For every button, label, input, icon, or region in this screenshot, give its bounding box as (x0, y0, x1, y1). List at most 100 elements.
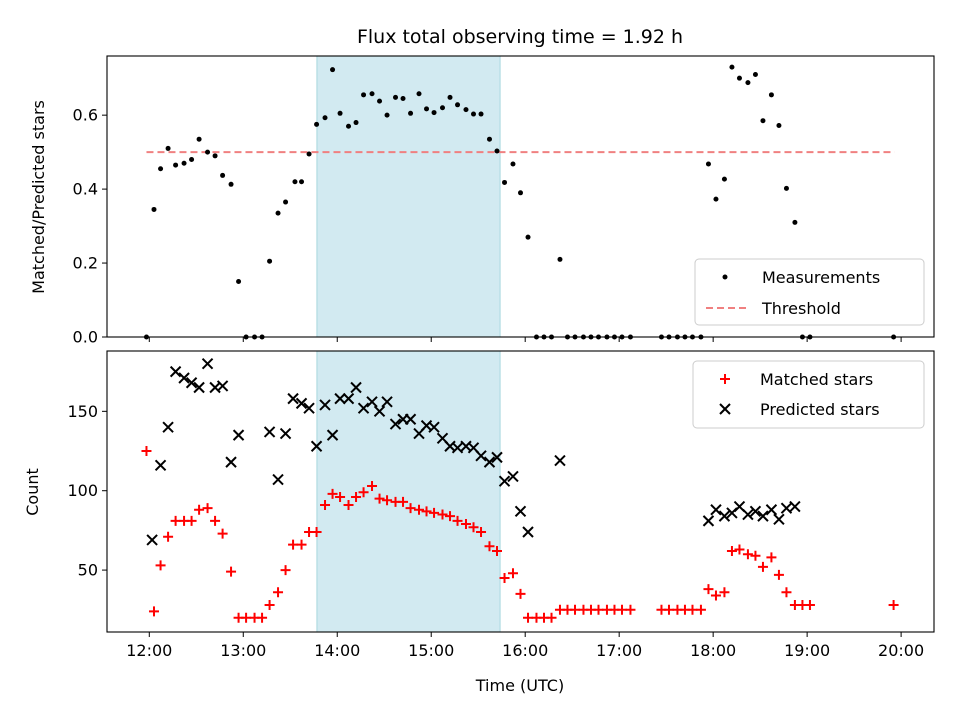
data-point (421, 506, 432, 517)
count-plot-area (141, 357, 899, 623)
data-point (554, 454, 566, 467)
data-point (228, 181, 234, 187)
data-point (279, 427, 292, 440)
legend-predicted-marker (719, 403, 731, 415)
data-point (216, 380, 229, 392)
data-point (303, 402, 315, 414)
data-point (710, 504, 722, 516)
data-point (169, 365, 182, 378)
data-point (484, 541, 495, 552)
x-tick-label: 14:00 (314, 641, 360, 660)
x-tick-label: 15:00 (408, 641, 454, 660)
data-point (750, 550, 761, 561)
data-point (718, 510, 731, 522)
data-point (523, 612, 534, 623)
data-point (374, 493, 385, 504)
data-point (398, 496, 409, 507)
count-y-axis: 50 100 150 (67, 402, 107, 580)
data-point (749, 505, 762, 518)
data-point (337, 110, 343, 116)
data-point (625, 604, 636, 615)
data-point (498, 475, 511, 487)
y-tick-label: 50 (78, 561, 98, 580)
y-tick-label: 0.2 (73, 254, 98, 273)
data-point (163, 531, 174, 542)
data-point (335, 492, 346, 503)
data-point (757, 561, 768, 572)
data-point (327, 488, 338, 499)
data-point (217, 528, 228, 539)
data-point (381, 396, 393, 408)
data-point (687, 604, 698, 615)
data-point (499, 573, 510, 584)
legend-measurements-label: Measurements (762, 268, 880, 287)
data-point (719, 587, 730, 598)
data-point (518, 190, 523, 196)
data-point (275, 210, 281, 216)
data-point (745, 80, 751, 86)
data-point (766, 552, 777, 563)
data-point (263, 426, 276, 438)
ratio-panel-frame (106, 55, 935, 338)
data-point (295, 397, 308, 410)
y-tick-label: 0.0 (73, 328, 98, 347)
data-point (342, 392, 355, 405)
data-point (296, 539, 307, 550)
data-point (468, 522, 479, 533)
x-tick-label: 12:00 (126, 641, 172, 660)
data-point (726, 546, 737, 557)
data-point (357, 402, 370, 414)
data-point (494, 148, 500, 154)
data-point (351, 492, 362, 503)
data-point (350, 381, 362, 394)
data-point (405, 503, 416, 514)
count-x-axis: 12:00 13:00 14:00 15:00 16:00 17:00 18:00 19:00… (126, 632, 924, 660)
data-point (452, 515, 463, 526)
series-predicted-stars (146, 357, 801, 546)
count-panel-frame (106, 350, 935, 633)
data-point (789, 500, 801, 513)
data-point (194, 504, 205, 515)
data-point (148, 606, 159, 617)
data-point (322, 115, 328, 121)
data-point (292, 179, 298, 185)
data-point (570, 604, 581, 615)
data-point (428, 421, 440, 433)
data-point (429, 507, 440, 518)
data-point (155, 560, 166, 571)
data-point (366, 396, 378, 408)
data-point (792, 219, 798, 225)
x-tick-label: 16:00 (502, 641, 548, 660)
data-point (525, 234, 531, 240)
data-point (267, 258, 273, 264)
data-point (492, 546, 503, 557)
y-tick-label: 100 (67, 481, 98, 500)
ratio-x-axis (148, 337, 902, 342)
data-point (776, 123, 782, 129)
data-point (181, 160, 187, 166)
data-point (151, 206, 157, 212)
legend-matched-label: Matched stars (760, 370, 873, 389)
data-point (264, 600, 275, 611)
data-point (178, 372, 190, 384)
data-point (226, 566, 237, 577)
data-point (330, 67, 336, 73)
data-point (752, 71, 758, 77)
data-point (353, 120, 359, 126)
data-point (502, 179, 508, 185)
data-point (408, 110, 414, 116)
data-point (283, 199, 289, 205)
data-point (471, 111, 477, 117)
chart-title: Flux total observing time = 1.92 h (357, 26, 683, 48)
data-point (445, 511, 456, 522)
data-point (170, 515, 181, 526)
data-point (765, 504, 778, 516)
data-point (369, 91, 375, 97)
data-point (437, 509, 448, 520)
x-tick-label: 19:00 (784, 641, 830, 660)
data-point (455, 102, 461, 108)
data-point (460, 519, 471, 530)
data-point (416, 91, 422, 97)
